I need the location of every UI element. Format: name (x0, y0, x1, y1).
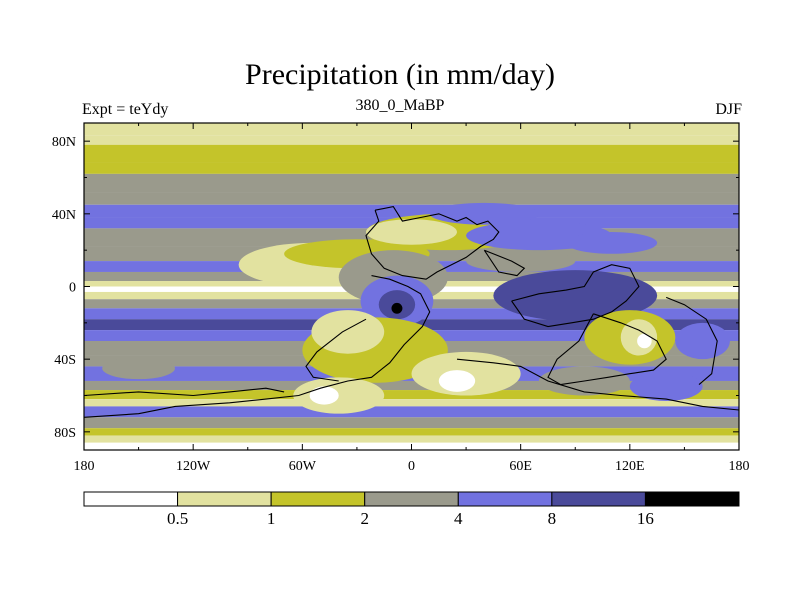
y-tick-label: 80N (52, 135, 76, 150)
colorbar-swatch (364, 491, 459, 507)
coastline (84, 275, 431, 418)
coastline (84, 387, 285, 397)
coastline (305, 318, 367, 382)
lat-band (84, 399, 739, 407)
lat-band (84, 390, 739, 400)
colorbar: 0.5 1 2 4 8 16 (83, 491, 740, 528)
colorbar-label: 1 (267, 509, 276, 528)
precip-blob (311, 310, 385, 354)
lat-band (84, 204, 739, 218)
x-tick-label: 180 (74, 459, 95, 474)
precip-blob (566, 232, 658, 254)
colorbar-label: 0.5 (167, 509, 188, 528)
lat-band (84, 428, 739, 436)
lat-band (84, 144, 739, 163)
colorbar-swatch (177, 491, 272, 507)
lat-band (84, 173, 739, 193)
colorbar-swatch (551, 491, 646, 507)
colorbar-swatch (270, 491, 366, 507)
experiment-label: Expt = teYdy (82, 101, 169, 118)
coastlines (84, 205, 739, 418)
coastline (483, 249, 526, 277)
precip-blob (391, 302, 403, 314)
precip-blob (102, 357, 175, 380)
x-tick-label: 120W (176, 459, 211, 474)
coastline (365, 205, 500, 280)
precip-blob (309, 386, 339, 405)
precip-blob (637, 333, 652, 349)
y-tick-label: 0 (69, 281, 76, 296)
x-tick-label: 180 (729, 459, 750, 474)
lat-band (84, 123, 739, 136)
precip-blob (293, 377, 385, 414)
precip-blob (466, 250, 576, 272)
colorbar-swatch (644, 491, 740, 507)
x-axis: 180 120W 60W 0 60E 120E 180 (74, 123, 750, 474)
colorbar-swatch (457, 491, 553, 507)
colorbar-swatch (83, 491, 179, 507)
precip-blob (629, 371, 703, 401)
precip-blob (438, 370, 476, 392)
x-tick-label: 0 (408, 459, 415, 474)
x-tick-label: 60E (509, 459, 532, 474)
x-tick-label: 120E (615, 459, 645, 474)
precip-blob (675, 322, 730, 360)
season-label: DJF (715, 101, 742, 118)
y-tick-label: 40S (54, 353, 76, 368)
lat-band (84, 406, 739, 418)
coastline (456, 358, 739, 411)
colorbar-label: 16 (637, 509, 654, 528)
precip-blob (366, 219, 457, 245)
colorbar-label: 4 (454, 509, 463, 528)
coastline (511, 264, 640, 328)
x-tick-label: 60W (289, 459, 317, 474)
lat-band (84, 380, 739, 391)
colorbar-label: 2 (360, 509, 369, 528)
lat-band (84, 417, 739, 429)
time-label: 380_0_MaBP (355, 97, 445, 114)
colorbar-label: 8 (548, 509, 557, 528)
lat-band (84, 135, 739, 145)
lat-band (84, 435, 739, 443)
coastline (665, 296, 718, 386)
y-axis: 80N 40N 0 40S 80S (52, 135, 739, 441)
precip-blob (429, 202, 539, 225)
y-tick-label: 80S (54, 426, 76, 441)
chart-title: Precipitation (in mm/day) (245, 58, 555, 91)
coastline (547, 313, 667, 386)
contour-field (84, 123, 739, 450)
lat-band (84, 192, 739, 205)
y-tick-label: 40N (52, 208, 76, 223)
lat-band (84, 162, 739, 174)
